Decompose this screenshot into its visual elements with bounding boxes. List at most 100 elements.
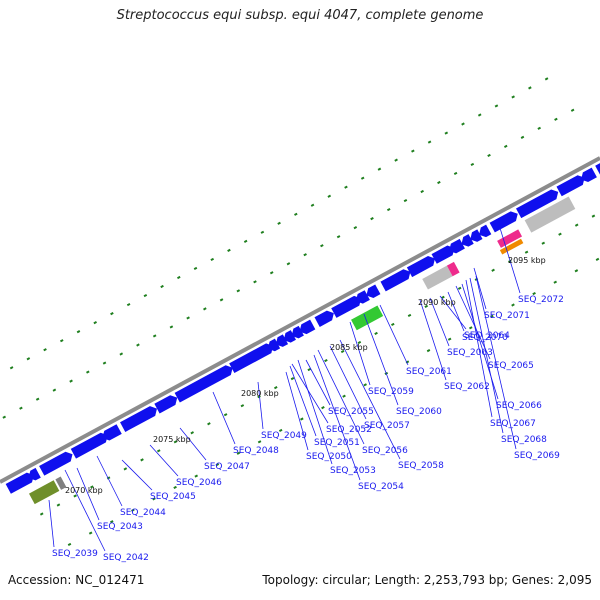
cds-block xyxy=(174,365,233,403)
gene-label: SEQ_2054 xyxy=(358,482,404,492)
tick-mid xyxy=(236,289,241,293)
kbp-marker: 2075 kbp xyxy=(153,435,191,444)
feature-track xyxy=(5,163,600,505)
leader-line xyxy=(469,277,504,434)
tick-inner xyxy=(39,512,44,516)
gene-label: SEQ_2060 xyxy=(396,407,442,417)
leader-line xyxy=(379,304,409,366)
tick-outer xyxy=(243,239,248,243)
leader-line xyxy=(317,349,365,445)
cds-block xyxy=(154,395,178,414)
gene-label: SEQ_2056 xyxy=(362,446,408,456)
leader-line xyxy=(289,365,317,437)
leader-line xyxy=(179,427,207,461)
tick-inner xyxy=(90,485,94,489)
tick-mid xyxy=(19,406,23,410)
tick-inner xyxy=(156,449,161,453)
tick-mid xyxy=(152,334,157,338)
gray-feature xyxy=(422,265,453,290)
tick-inner-far xyxy=(194,474,199,478)
tick-inner-far xyxy=(109,520,114,524)
cds-block xyxy=(489,211,518,233)
tick-outer xyxy=(511,95,515,99)
cds-block xyxy=(449,238,465,254)
tick-outer xyxy=(43,348,47,352)
gene-label: SEQ_2053 xyxy=(330,466,376,476)
cds-block xyxy=(283,330,296,343)
tick-inner xyxy=(340,349,345,354)
tick-inner-far xyxy=(490,314,494,318)
tick-mid xyxy=(2,415,7,419)
gene-label: SEQ_2057 xyxy=(364,421,410,431)
leader-line xyxy=(329,345,367,420)
tick-inner-far xyxy=(278,428,283,433)
gene-label: SEQ_2067 xyxy=(490,419,536,429)
cds-block xyxy=(229,343,274,374)
leader-line xyxy=(363,313,399,406)
tick-inner-far xyxy=(468,326,473,330)
tick-inner xyxy=(374,331,378,336)
tick-outer xyxy=(494,104,499,108)
cds-block xyxy=(595,163,600,175)
tick-outer xyxy=(93,321,98,325)
tick-inner xyxy=(223,413,228,417)
tick-inner-far xyxy=(257,440,262,444)
tick-mid xyxy=(169,325,174,329)
tick-outer xyxy=(76,330,81,334)
tick-inner-far xyxy=(574,269,579,273)
leader-line xyxy=(149,444,179,477)
tick-mid xyxy=(336,235,341,239)
leader-line xyxy=(64,469,106,552)
tick-inner-far xyxy=(363,383,367,387)
gene-label: SEQ_2044 xyxy=(120,508,166,518)
tick-inner-far xyxy=(67,542,72,547)
tick-inner xyxy=(240,404,245,408)
genome-stats-text: Topology: circular; Length: 2,253,793 bp… xyxy=(262,573,592,587)
leader-line xyxy=(465,279,493,418)
cds-block xyxy=(314,310,334,327)
kbp-marker: 2070 kbp xyxy=(65,486,103,495)
tick-outer xyxy=(210,257,215,262)
cds-block xyxy=(380,269,411,292)
gene-label: SEQ_2062 xyxy=(444,382,490,392)
cds-block xyxy=(291,325,304,339)
gene-label: SEQ_2069 xyxy=(514,451,560,461)
tick-inner xyxy=(524,250,529,254)
tick-mid xyxy=(303,253,307,257)
tick-inner-far xyxy=(426,349,431,353)
tick-mid xyxy=(570,108,575,112)
leader-line xyxy=(76,467,100,521)
kbp-marker: 2090 kbp xyxy=(418,298,456,307)
tick-inner-far xyxy=(342,394,346,398)
kbp-markers: 2070 kbp 2075 kbp 2080 kbp 2085 kbp 2090 kbp… xyxy=(65,256,546,495)
cds-block xyxy=(5,472,34,494)
tick-mid xyxy=(186,316,190,320)
tick-outer xyxy=(26,357,31,361)
cds-block xyxy=(355,290,370,304)
tick-inner xyxy=(190,431,194,435)
gene-labels: SEQ_2039 SEQ_2042 SEQ_2043 SEQ_2044 SEQ_2045… xyxy=(52,295,564,563)
tick-mid xyxy=(503,144,508,148)
tick-outer xyxy=(294,212,298,216)
tick-inner xyxy=(290,377,295,381)
tick-mid xyxy=(554,117,558,121)
tick-outer xyxy=(344,185,348,189)
tick-mid xyxy=(437,180,441,185)
leader-line xyxy=(121,459,153,491)
tick-mid xyxy=(52,388,57,392)
tick-inner xyxy=(407,313,412,318)
tick-outer xyxy=(160,284,164,289)
tick-outer xyxy=(193,266,198,271)
tick-mid xyxy=(453,171,458,176)
leader-line xyxy=(291,363,329,424)
gene-label: SEQ_2063 xyxy=(447,348,493,358)
cds-block xyxy=(479,224,492,238)
leader-line xyxy=(305,359,331,406)
cds-block xyxy=(470,229,483,242)
tick-mid xyxy=(86,370,90,374)
gene-label: SEQ_2050 xyxy=(306,452,352,462)
tick-outer xyxy=(544,77,549,81)
cds-block xyxy=(366,284,381,298)
tick-mid xyxy=(136,343,140,347)
